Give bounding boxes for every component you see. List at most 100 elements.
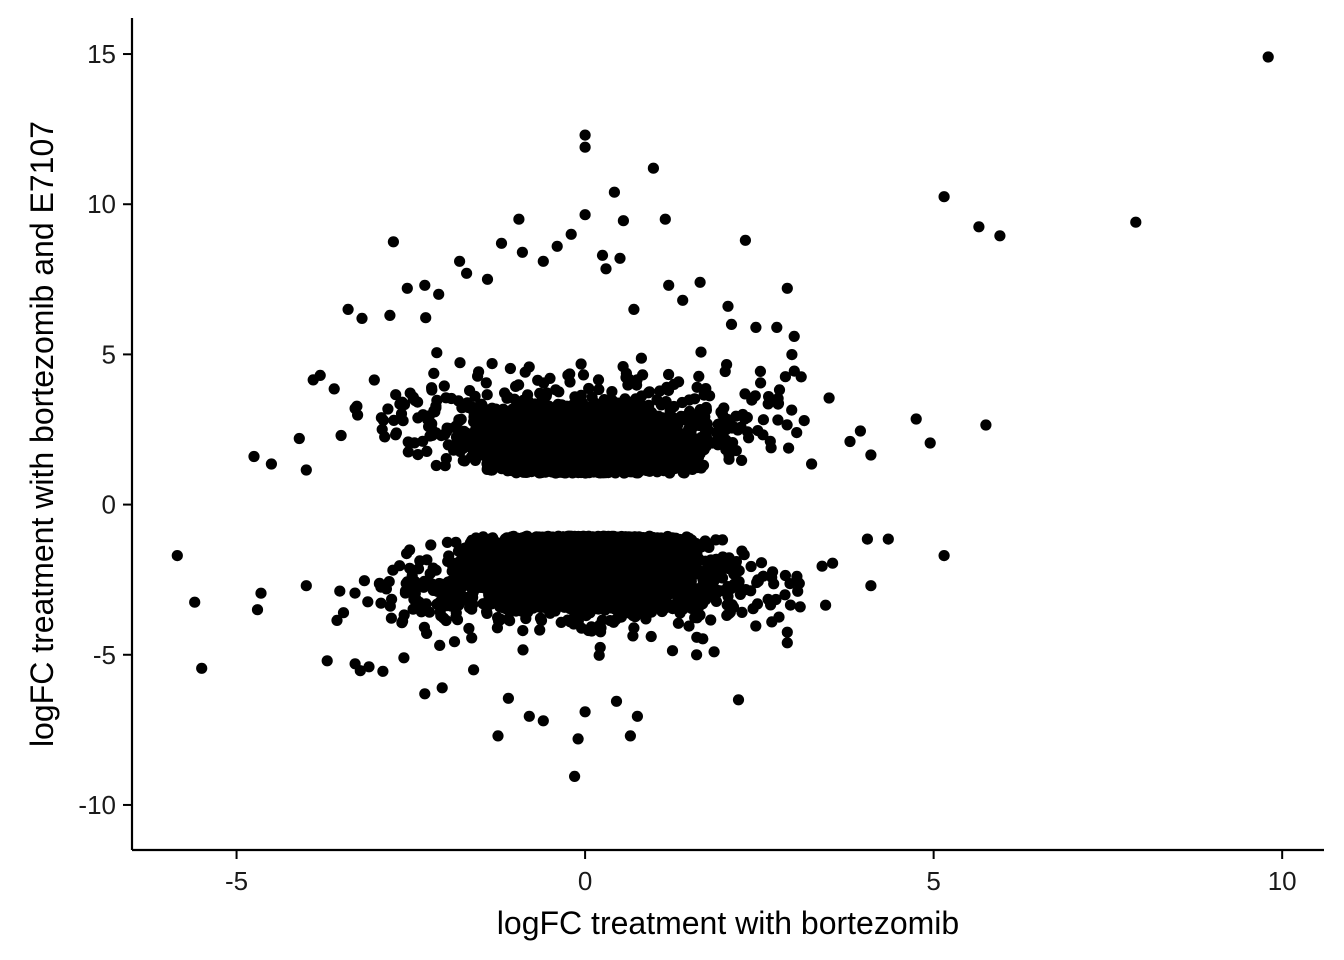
data-point xyxy=(448,444,460,456)
data-point xyxy=(638,415,650,427)
data-point xyxy=(639,402,651,414)
data-point xyxy=(791,427,803,439)
data-point xyxy=(677,462,690,474)
data-point xyxy=(791,570,803,583)
data-point xyxy=(692,608,705,620)
data-point xyxy=(412,412,424,424)
data-point xyxy=(388,414,400,426)
data-point xyxy=(651,394,663,406)
data-point xyxy=(616,459,628,471)
data-point xyxy=(409,576,421,588)
data-point xyxy=(420,312,432,324)
data-point xyxy=(428,367,440,379)
data-point xyxy=(786,349,798,361)
data-point xyxy=(779,371,792,383)
data-point xyxy=(637,369,649,381)
data-point xyxy=(423,421,435,433)
data-point xyxy=(662,415,675,427)
data-point xyxy=(530,445,543,457)
data-point xyxy=(766,571,778,583)
data-point xyxy=(430,459,442,472)
data-point xyxy=(657,463,669,475)
data-point xyxy=(773,611,785,623)
data-point xyxy=(519,366,531,378)
data-point xyxy=(421,627,433,640)
data-point xyxy=(689,393,701,405)
data-point xyxy=(409,587,421,600)
data-point xyxy=(719,424,732,436)
data-point xyxy=(518,405,531,417)
data-point xyxy=(757,414,770,426)
data-point xyxy=(453,415,465,427)
data-point xyxy=(752,425,764,437)
data-point xyxy=(337,607,350,619)
data-point xyxy=(671,432,683,445)
data-point xyxy=(358,575,370,587)
data-point xyxy=(463,622,475,635)
data-point xyxy=(420,598,432,610)
data-point xyxy=(501,392,513,404)
data-point xyxy=(660,425,672,437)
data-point xyxy=(486,358,498,370)
data-point xyxy=(434,639,446,652)
data-point xyxy=(569,416,581,428)
data-point xyxy=(379,431,391,443)
data-point xyxy=(454,357,466,369)
data-point xyxy=(798,415,810,427)
data-point xyxy=(429,406,441,418)
data-point xyxy=(503,613,515,625)
data-point xyxy=(750,620,762,632)
data-point xyxy=(779,589,791,601)
data-point xyxy=(559,457,571,469)
data-point xyxy=(617,445,629,457)
data-point xyxy=(718,402,730,414)
data-point xyxy=(529,409,541,421)
data-point xyxy=(520,424,532,436)
data-point xyxy=(580,410,592,422)
data-point xyxy=(517,625,529,637)
data-point xyxy=(418,575,430,587)
data-point xyxy=(634,435,646,447)
data-point xyxy=(504,362,516,375)
data-point xyxy=(412,449,424,461)
data-point xyxy=(736,454,748,466)
data-point xyxy=(606,386,618,398)
data-point xyxy=(483,441,495,453)
data-point xyxy=(377,414,389,426)
data-point xyxy=(624,374,636,386)
data-point xyxy=(517,644,529,656)
data-point xyxy=(645,630,657,643)
data-point xyxy=(577,459,589,471)
data-point xyxy=(723,453,735,465)
data-point xyxy=(602,437,615,450)
data-point xyxy=(396,617,408,629)
data-point xyxy=(697,459,710,471)
data-point xyxy=(745,560,757,573)
data-point xyxy=(747,603,759,615)
data-point xyxy=(431,585,444,598)
data-point xyxy=(362,596,374,608)
data-point xyxy=(739,388,751,400)
data-point xyxy=(507,420,519,432)
data-point xyxy=(781,419,793,431)
data-point xyxy=(754,365,767,377)
data-point xyxy=(596,614,608,626)
data-point xyxy=(390,389,402,401)
data-point xyxy=(764,435,776,447)
data-point xyxy=(469,390,481,402)
data-point xyxy=(504,430,517,442)
data-point xyxy=(772,414,784,426)
data-point xyxy=(635,352,648,364)
data-point xyxy=(431,394,443,406)
data-point xyxy=(736,545,748,557)
data-point xyxy=(697,633,709,645)
data-point xyxy=(435,430,447,442)
points-layer xyxy=(171,51,1274,783)
data-point xyxy=(632,449,644,461)
data-point xyxy=(396,396,408,408)
data-point xyxy=(621,430,633,442)
data-point xyxy=(543,400,555,412)
data-point xyxy=(786,404,798,416)
data-point xyxy=(400,577,412,590)
data-point xyxy=(720,444,732,456)
